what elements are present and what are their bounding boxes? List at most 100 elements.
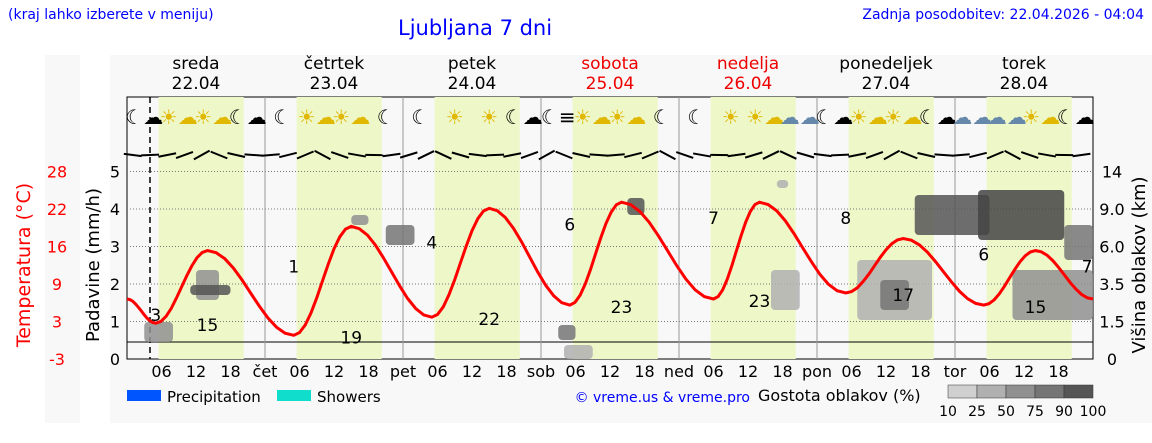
x-tick-hour: 12 bbox=[738, 362, 758, 381]
temperature-label: 23 bbox=[611, 298, 633, 318]
cloud-height-axis-label: Višina oblakov (km) bbox=[1129, 176, 1150, 353]
moon-cloud-icon: ☾☁ bbox=[919, 105, 957, 129]
sun-cloud-icon: ☀☁ bbox=[298, 105, 336, 129]
cloud-density-swatch bbox=[1063, 384, 1094, 399]
day-date: 27.04 bbox=[862, 74, 911, 94]
wind-barb bbox=[417, 150, 435, 160]
sun-cloud-icon: ☀☁ bbox=[160, 105, 198, 129]
sun-icon: ☀ bbox=[722, 105, 740, 129]
x-tick-hour: 18 bbox=[220, 362, 240, 381]
cloud-area bbox=[558, 325, 576, 340]
daylight-band bbox=[572, 97, 658, 359]
wind-barb bbox=[210, 150, 228, 160]
sun-icon: ☀ bbox=[480, 105, 498, 129]
sun-cloud-icon: ☀☁ bbox=[332, 105, 370, 129]
day-date: 22.04 bbox=[172, 74, 221, 94]
x-tick-day: čet bbox=[253, 362, 278, 381]
temperature-label: 17 bbox=[892, 286, 914, 306]
sun-cloud-icon: ☀☁ bbox=[608, 105, 646, 129]
copyright-link: © vreme.us & vreme.pro bbox=[575, 390, 750, 406]
x-tick-day: tor bbox=[944, 362, 967, 381]
wind-barb bbox=[934, 153, 953, 157]
temperature-label: 6 bbox=[978, 246, 989, 266]
sun-cloud-icon: ☀☁ bbox=[1022, 105, 1060, 129]
x-tick-day: pet bbox=[390, 362, 416, 381]
wind-barb bbox=[503, 152, 522, 158]
cloud-height-tick: 0 bbox=[1107, 350, 1117, 369]
wind-barb bbox=[314, 149, 331, 161]
wind-barb bbox=[848, 152, 867, 158]
daylight-band bbox=[434, 97, 520, 359]
wind-barb bbox=[330, 151, 349, 159]
x-tick-hour: 06 bbox=[427, 362, 447, 381]
moon-icon: ☾ bbox=[411, 105, 429, 129]
wind-barb bbox=[969, 151, 987, 159]
x-tick-hour: 06 bbox=[289, 362, 309, 381]
wind-barb bbox=[813, 152, 832, 158]
day-name: torek bbox=[1002, 54, 1046, 74]
showers-swatch bbox=[277, 390, 311, 401]
x-tick-hour: 18 bbox=[496, 362, 516, 381]
wind-barb bbox=[796, 151, 815, 159]
cloud-density-swatch bbox=[976, 384, 1007, 399]
cloud-density-title: Gostota oblakov (%) bbox=[758, 386, 921, 405]
x-tick-hour: 18 bbox=[358, 362, 378, 381]
wind-barb bbox=[261, 153, 280, 157]
cloud-area bbox=[771, 270, 800, 310]
temperature-label: 3 bbox=[150, 306, 161, 326]
cloud-height-tick: 14 bbox=[1102, 163, 1122, 182]
cloud-area bbox=[914, 195, 990, 235]
temperature-label: 7 bbox=[1082, 258, 1093, 278]
wind-barb bbox=[520, 150, 539, 160]
day-date: 26.04 bbox=[724, 74, 773, 94]
temperature-label: 4 bbox=[426, 233, 437, 253]
moon-icon: ☾ bbox=[273, 105, 291, 129]
wind-barb bbox=[347, 152, 367, 158]
wind-barb bbox=[140, 153, 160, 157]
temp-tick: -3 bbox=[49, 350, 65, 369]
temperature-label: 6 bbox=[564, 215, 575, 235]
temp-tick: 3 bbox=[52, 313, 62, 332]
precip-tick: 4 bbox=[110, 200, 120, 219]
temperature-label: 15 bbox=[1025, 298, 1047, 318]
wind-barb bbox=[883, 149, 901, 161]
temperature-label: 23 bbox=[749, 292, 771, 312]
moon-cloud-icon: ☾☁ bbox=[1057, 105, 1095, 129]
cloud-density-swatch bbox=[1034, 384, 1065, 399]
moon-icon: ☾ bbox=[377, 105, 395, 129]
cloud-density-swatch bbox=[1005, 384, 1036, 399]
cloud-density-tick: 10 bbox=[939, 404, 957, 420]
x-tick-hour: 06 bbox=[565, 362, 585, 381]
wind-barb bbox=[779, 150, 797, 160]
temp-tick: 9 bbox=[52, 275, 62, 294]
day-date: 23.04 bbox=[310, 74, 359, 94]
wind-barb bbox=[434, 150, 452, 160]
wind-barb bbox=[659, 149, 676, 161]
last-updated: Zadnja posodobitev: 22.04.2026 - 04:04 bbox=[862, 7, 1144, 23]
wind-barb bbox=[917, 152, 936, 158]
cloud-density-tick: 90 bbox=[1055, 404, 1073, 420]
page-title: Ljubljana 7 dni bbox=[398, 16, 553, 40]
cloud-height-tick: 9.0 bbox=[1099, 200, 1124, 219]
location-hint: (kraj lahko izberete v meniju) bbox=[8, 7, 214, 23]
cloud-density-swatch bbox=[947, 384, 978, 399]
moon-icon: ☾ bbox=[687, 105, 705, 129]
cloud-density-tick: 100 bbox=[1080, 404, 1107, 420]
cloud-area bbox=[1064, 225, 1093, 260]
x-tick-hour: 18 bbox=[772, 362, 792, 381]
x-tick-hour: 18 bbox=[634, 362, 654, 381]
day-name: sobota bbox=[581, 54, 639, 74]
wind-barb bbox=[951, 153, 970, 157]
day-name: sreda bbox=[172, 54, 219, 74]
x-tick-hour: 18 bbox=[1048, 362, 1068, 381]
day-name: četrtek bbox=[304, 54, 365, 74]
wind-barb bbox=[244, 153, 263, 157]
cloud-area bbox=[978, 190, 1065, 240]
day-name: nedelja bbox=[717, 54, 779, 74]
wind-barb bbox=[762, 150, 780, 160]
wind-barb bbox=[485, 153, 505, 157]
x-tick-day: sob bbox=[527, 362, 555, 381]
precip-tick: 1 bbox=[110, 313, 120, 332]
cloud-icon: ☁☁ bbox=[987, 105, 1027, 129]
wind-barb bbox=[1020, 151, 1039, 159]
